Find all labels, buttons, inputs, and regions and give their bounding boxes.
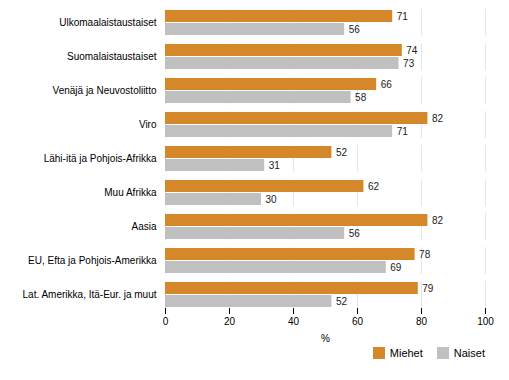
svg-text:73: 73 xyxy=(403,58,415,69)
svg-text:40: 40 xyxy=(288,316,300,327)
html-text:Miehet: Miehet xyxy=(389,347,423,359)
svg-text:58: 58 xyxy=(355,92,367,103)
svg-text:56: 56 xyxy=(349,228,361,239)
svg-text:0: 0 xyxy=(163,316,169,327)
svg-text:78: 78 xyxy=(419,249,431,260)
svg-text:66: 66 xyxy=(381,79,393,90)
svg-text:82: 82 xyxy=(432,113,444,124)
svg-text:Venäjä ja Neuvostoliitto: Venäjä ja Neuvostoliitto xyxy=(53,85,157,96)
svg-text:Lat. Amerikka, Itä-Eur. ja muu: Lat. Amerikka, Itä-Eur. ja muut xyxy=(23,289,157,300)
svg-text:100: 100 xyxy=(477,316,494,327)
html-text:Naiset: Naiset xyxy=(453,347,485,359)
svg-text:Viro: Viro xyxy=(139,119,157,130)
svg-text:Lähi-itä ja Pohjois-Afrikka: Lähi-itä ja Pohjois-Afrikka xyxy=(44,153,157,164)
svg-text:31: 31 xyxy=(269,160,281,171)
svg-text:Ulkomaalaistaustaiset: Ulkomaalaistaustaiset xyxy=(59,17,156,28)
svg-text:56: 56 xyxy=(349,24,361,35)
svg-text:%: % xyxy=(321,333,330,344)
svg-text:Suomalaistaustaiset: Suomalaistaustaiset xyxy=(67,51,157,62)
svg-text:62: 62 xyxy=(368,181,380,192)
svg-text:Muu Afrikka: Muu Afrikka xyxy=(104,187,157,198)
svg-text:71: 71 xyxy=(397,11,409,22)
svg-text:60: 60 xyxy=(352,316,364,327)
svg-text:Aasia: Aasia xyxy=(131,221,156,232)
svg-text:80: 80 xyxy=(416,316,428,327)
svg-text:30: 30 xyxy=(266,194,278,205)
svg-text:69: 69 xyxy=(390,262,402,273)
svg-text:52: 52 xyxy=(336,147,348,158)
svg-text:EU, Efta ja Pohjois-Amerikka: EU, Efta ja Pohjois-Amerikka xyxy=(28,255,157,266)
svg-text:20: 20 xyxy=(224,316,236,327)
svg-text:79: 79 xyxy=(422,283,434,294)
svg-text:71: 71 xyxy=(397,126,409,137)
svg-text:74: 74 xyxy=(406,45,418,56)
svg-text:52: 52 xyxy=(336,296,348,307)
svg-text:82: 82 xyxy=(432,215,444,226)
